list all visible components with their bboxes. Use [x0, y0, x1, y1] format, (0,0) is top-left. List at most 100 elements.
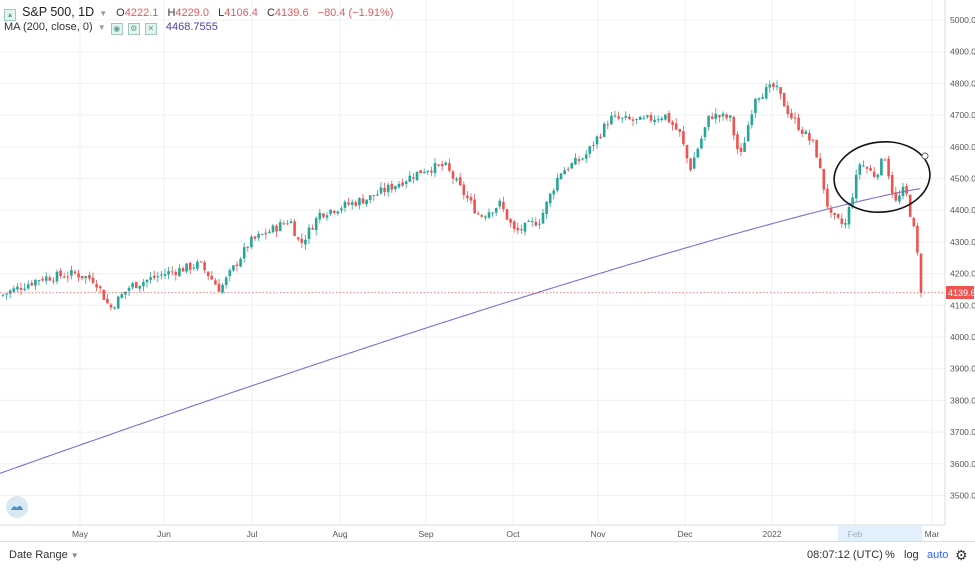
candle-body: [736, 134, 739, 149]
candle: [368, 195, 372, 203]
candle-body: [635, 118, 638, 120]
candle-body: [91, 277, 95, 283]
candle: [736, 131, 739, 155]
candle: [41, 276, 44, 282]
candle: [224, 276, 228, 289]
candle-body: [613, 115, 617, 117]
candle-body: [664, 114, 667, 120]
gear-icon[interactable]: ⚙: [955, 547, 968, 563]
candle: [541, 208, 545, 225]
candle: [322, 212, 325, 219]
candle: [894, 186, 898, 203]
candle: [833, 212, 836, 220]
price-tick-label: 3900.0: [950, 364, 975, 374]
candle-body: [602, 123, 606, 137]
candle-body: [120, 294, 124, 298]
change-value: −80.4 (−1.91%): [317, 7, 394, 19]
candle-body: [761, 97, 764, 99]
candle-body: [559, 173, 563, 180]
chevron-down-icon[interactable]: ▼: [99, 9, 108, 18]
settings-icon[interactable]: ⚙: [127, 23, 140, 35]
auto-toggle[interactable]: auto: [927, 549, 949, 561]
candle: [286, 220, 289, 225]
price-axis[interactable]: 5000.0 4900.0 4800.0 4700.0 4600.0 4500.0 4400…: [950, 15, 975, 501]
candle: [660, 116, 664, 122]
candle: [808, 129, 811, 146]
ma-label[interactable]: MA (200, close, 0): [4, 21, 93, 33]
time-axis[interactable]: MayJunJulAugSepOctNovDec2022FebMar: [72, 529, 940, 539]
log-toggle[interactable]: log: [904, 549, 919, 561]
candle: [649, 111, 653, 124]
tradingview-logo-icon[interactable]: [6, 496, 28, 518]
candle: [631, 116, 635, 127]
candle-body: [574, 157, 577, 165]
candle: [178, 264, 181, 277]
clock-time[interactable]: 08:07:12 (UTC): [807, 549, 883, 561]
candle-body: [466, 195, 469, 198]
chevron-down-icon[interactable]: ▼: [97, 23, 106, 32]
candle-body: [361, 198, 365, 204]
candle-body: [34, 279, 37, 286]
candle-body: [192, 267, 196, 269]
close-icon[interactable]: ✕: [144, 23, 157, 35]
symbol-name[interactable]: S&P 500: [22, 5, 72, 19]
candle: [883, 157, 887, 161]
eye-icon[interactable]: ◉: [110, 23, 123, 35]
candle-body: [700, 138, 703, 149]
candle: [91, 272, 95, 285]
candle: [242, 242, 246, 263]
date-range-button[interactable]: Date Range ▼: [9, 549, 79, 561]
candle-body: [790, 112, 793, 119]
time-axis-selection: [838, 525, 922, 541]
candle: [901, 182, 905, 200]
candle-body: [160, 274, 163, 276]
candle-body: [527, 220, 530, 222]
candle-body: [1, 294, 5, 296]
candle: [336, 210, 340, 216]
candle: [505, 208, 509, 221]
candle: [444, 161, 448, 166]
annotation-handle-icon[interactable]: [921, 152, 929, 160]
candle: [217, 278, 221, 292]
candle: [376, 190, 379, 196]
grid-lines: [0, 0, 945, 525]
candle: [397, 180, 401, 189]
candle: [113, 306, 116, 310]
candle: [721, 111, 725, 121]
candle: [746, 121, 750, 142]
candle: [775, 80, 779, 91]
candle: [451, 169, 455, 184]
candle: [210, 270, 214, 281]
candle-body: [685, 145, 689, 159]
time-tick-label: Aug: [332, 529, 347, 539]
collapse-icon[interactable]: ▴: [4, 9, 16, 21]
candle: [181, 266, 185, 272]
candle: [214, 278, 217, 285]
candle: [23, 283, 26, 291]
candle-body: [894, 192, 898, 201]
candle-body: [293, 221, 296, 237]
candle-body: [660, 118, 664, 121]
timeframe[interactable]: 1D: [78, 5, 95, 19]
candle-body: [59, 270, 62, 277]
percent-toggle[interactable]: %: [885, 549, 895, 561]
candle: [437, 163, 440, 167]
candle-body: [840, 218, 844, 224]
candle: [584, 149, 588, 164]
candle: [761, 93, 764, 99]
candle: [919, 252, 923, 298]
candle-body: [70, 270, 73, 276]
candle: [559, 172, 563, 181]
candle-body: [131, 283, 134, 288]
candle: [257, 231, 260, 241]
candle: [246, 246, 250, 252]
candle-body: [628, 116, 631, 120]
candle: [588, 145, 592, 158]
candle-body: [23, 288, 26, 290]
candle-body: [332, 210, 336, 213]
candle-body: [340, 208, 343, 211]
candle-body: [516, 228, 520, 231]
candle: [685, 144, 689, 164]
candle-body: [199, 261, 203, 263]
